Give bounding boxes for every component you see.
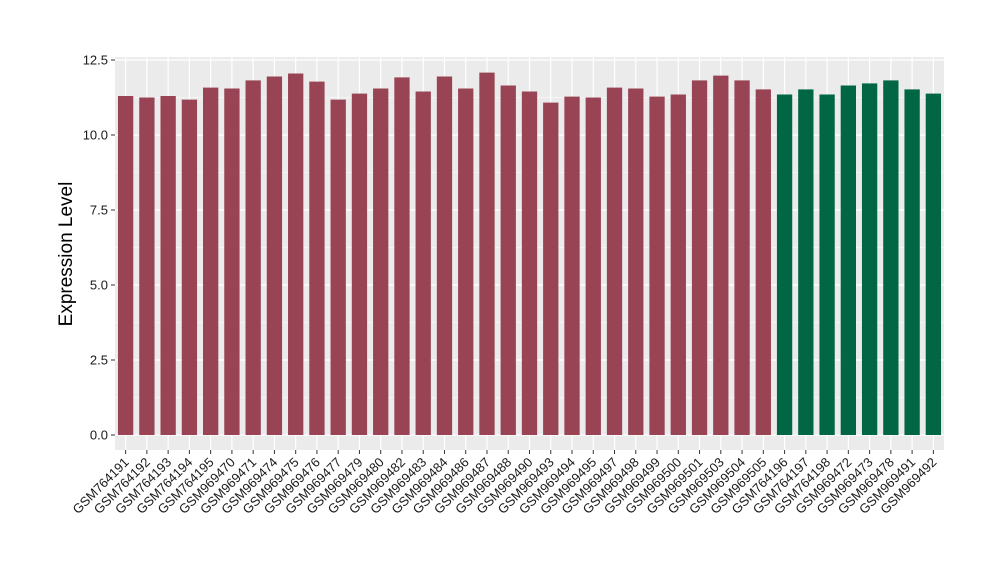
bar-GSM969487 <box>479 72 495 435</box>
bar-GSM764194 <box>181 99 198 435</box>
bar-GSM969484 <box>436 76 453 435</box>
x-axis: GSM764191GSM764192GSM764193GSM764194GSM7… <box>70 450 939 517</box>
bar-GSM969470 <box>224 88 240 435</box>
bar-GSM969477 <box>330 99 346 435</box>
bar-GSM969504 <box>734 80 750 436</box>
y-tick-label: 12.5 <box>83 53 108 68</box>
bar-GSM969474 <box>266 76 283 435</box>
bar-GSM969498 <box>628 88 644 435</box>
y-tick-label: 10.0 <box>83 128 108 143</box>
y-axis-title: Expression Level <box>56 182 77 327</box>
bar-GSM969492 <box>925 93 942 435</box>
bar-GSM969478 <box>883 80 899 436</box>
bar-GSM969473 <box>861 83 878 436</box>
bars <box>117 72 942 436</box>
bar-GSM969505 <box>755 89 771 436</box>
bar-GSM969483 <box>415 91 431 435</box>
bar-GSM969490 <box>521 91 538 435</box>
bar-GSM764193 <box>160 96 176 435</box>
bar-GSM969500 <box>670 94 686 435</box>
bar-GSM969493 <box>543 102 559 435</box>
y-tick-label: 0.0 <box>90 428 108 443</box>
bar-GSM969486 <box>458 88 474 435</box>
bar-GSM969475 <box>288 73 304 435</box>
bar-GSM764195 <box>203 87 219 435</box>
bar-GSM764191 <box>117 96 134 435</box>
bar-GSM969476 <box>309 81 325 435</box>
bar-GSM969480 <box>373 88 389 435</box>
y-tick-label: 7.5 <box>90 203 108 218</box>
y-tick-label: 5.0 <box>90 278 108 293</box>
y-axis: 0.0 2.5 5.0 7.5 10.0 12.5 <box>83 53 115 443</box>
bar-GSM969497 <box>606 87 623 435</box>
bar-GSM969479 <box>351 93 368 435</box>
bar-GSM969491 <box>904 89 920 436</box>
bar-GSM969488 <box>500 85 516 435</box>
bar-GSM764192 <box>139 97 155 435</box>
bar-GSM764198 <box>819 94 835 435</box>
bar-GSM969495 <box>585 97 601 435</box>
bar-GSM969471 <box>245 80 261 436</box>
bar-GSM969494 <box>564 96 580 435</box>
bar-GSM764196 <box>776 94 793 435</box>
bar-GSM969472 <box>840 85 856 435</box>
bar-GSM969482 <box>394 77 410 436</box>
y-tick-label: 2.5 <box>90 353 108 368</box>
bar-GSM969503 <box>713 75 729 435</box>
bar-GSM764197 <box>798 89 814 436</box>
bar-GSM969501 <box>691 80 708 436</box>
bar-GSM969499 <box>649 96 665 435</box>
